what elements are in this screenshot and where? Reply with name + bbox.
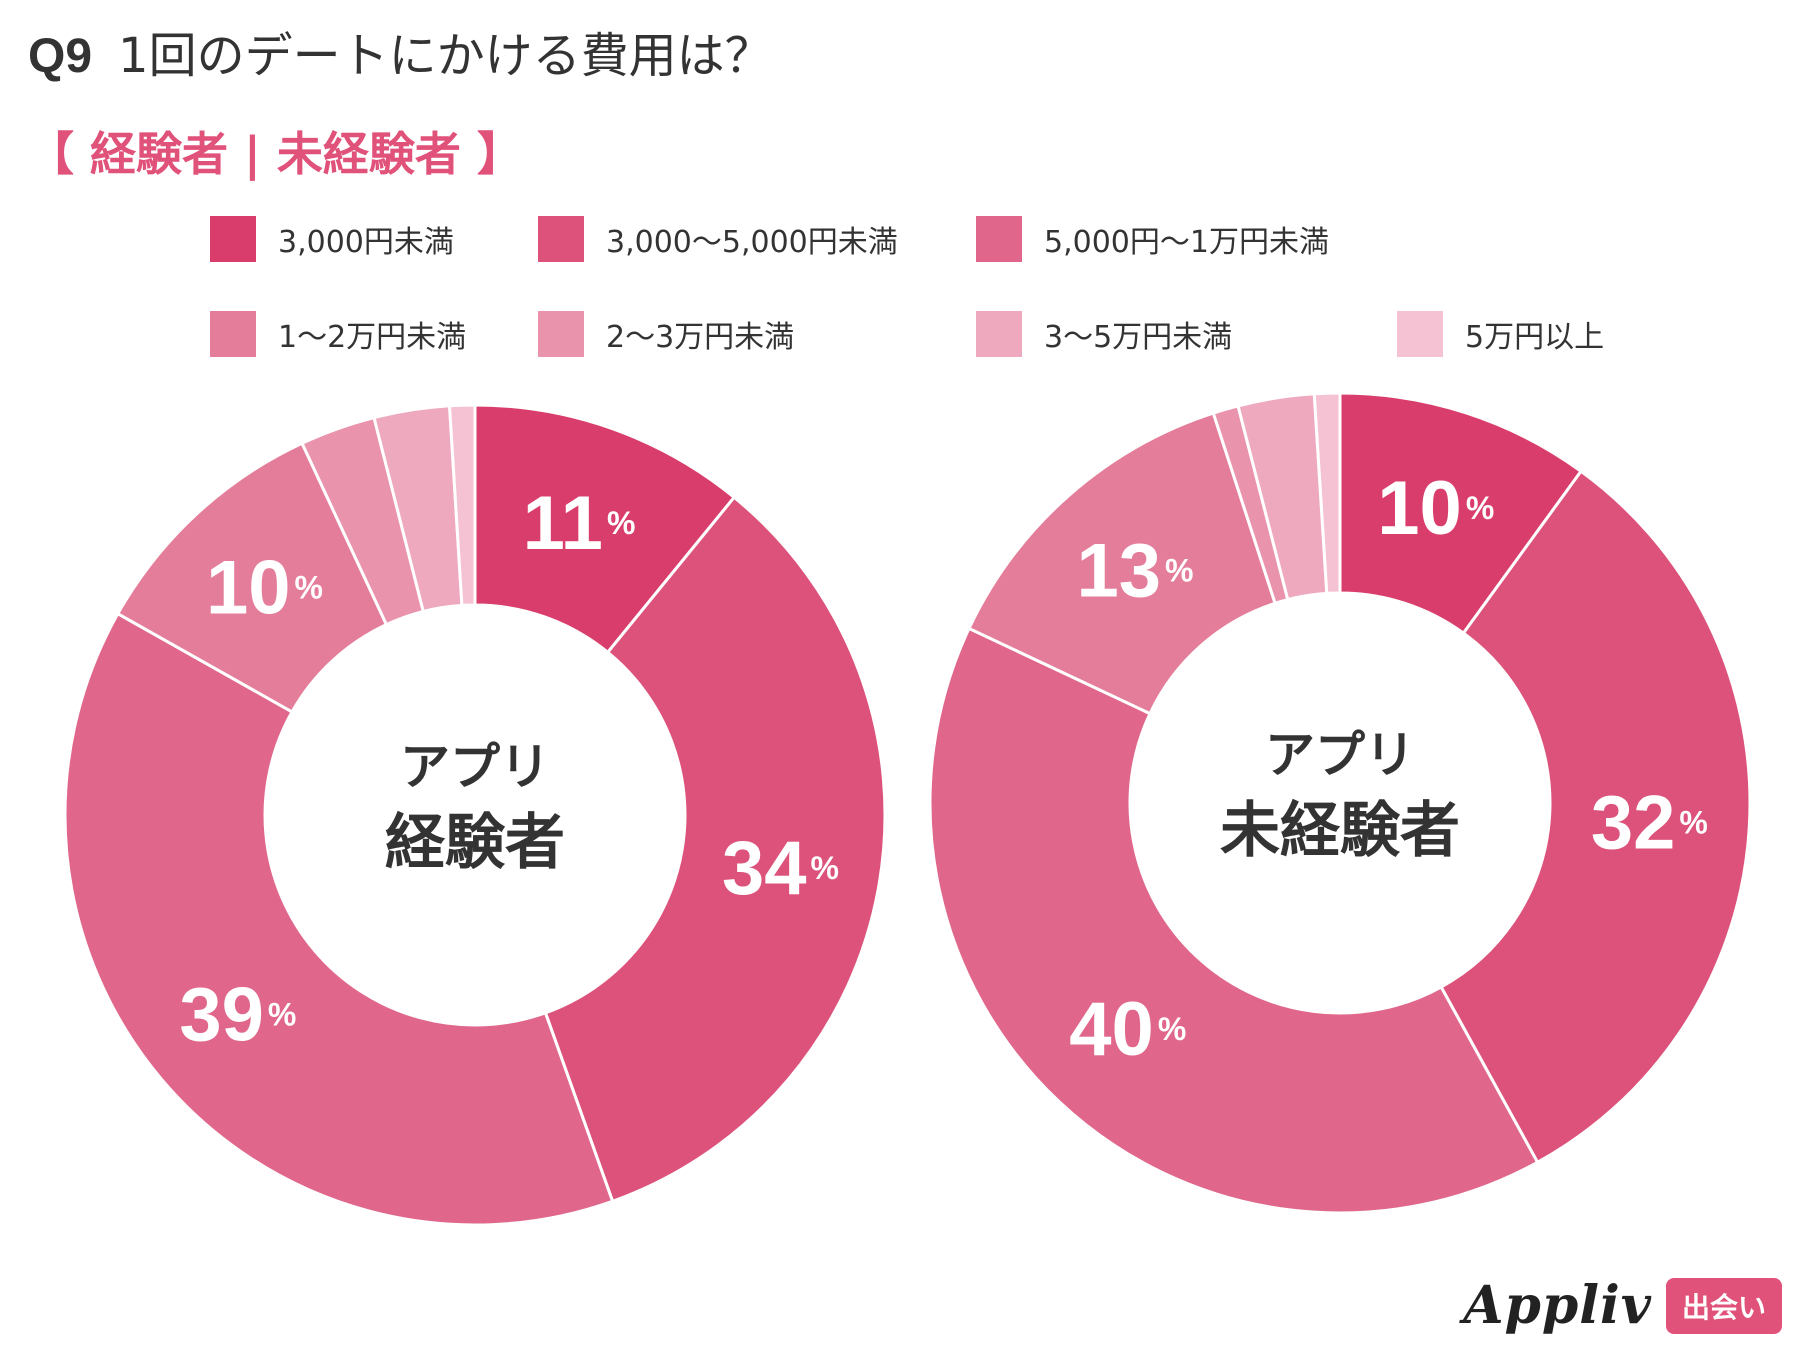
slice-unit: % (1466, 490, 1494, 526)
slice-unit: % (268, 997, 296, 1033)
legend-swatch (210, 216, 256, 262)
slice-value: 10 (1377, 466, 1462, 551)
legend-item: 3,000円未満 (210, 216, 454, 262)
donut-slice (1439, 469, 1752, 1165)
slice-value: 32 (1591, 780, 1676, 865)
donut-slice (63, 611, 615, 1227)
chart-title: Q9 1回のデートにかける費用は？ (28, 16, 773, 86)
center-label-line2: 経験者 (385, 808, 565, 878)
legend-label: 5万円以上 (1465, 320, 1605, 355)
slice-data-label: 32% (1591, 780, 1708, 865)
slice-data-label: 10% (206, 545, 323, 630)
legend-label: 3〜5万円未満 (1044, 320, 1233, 355)
legend-label: 3,000円未満 (278, 225, 454, 260)
slice-unit: % (1158, 1011, 1186, 1047)
legend-swatch (976, 311, 1022, 357)
slice-unit: % (1165, 552, 1193, 588)
legend-label: 3,000〜5,000円未満 (606, 225, 898, 260)
legend-item: 2〜3万円未満 (538, 311, 794, 357)
slice-value: 39 (179, 972, 264, 1057)
legend-swatch (1397, 311, 1443, 357)
slice-unit: % (1679, 804, 1707, 840)
donut-slice (1338, 391, 1584, 636)
slice-data-label: 13% (1076, 528, 1193, 613)
donut-slice (115, 441, 389, 714)
question-text: 1回のデートにかける費用は？ (118, 28, 773, 84)
center-label-line1: アプリ (1265, 726, 1415, 784)
legend-item: 5,000円〜1万円未満 (976, 216, 1329, 262)
slice-data-label: 39% (179, 972, 296, 1057)
donut-slice (967, 411, 1277, 716)
donut-slice (543, 495, 887, 1204)
legend-swatch (538, 311, 584, 357)
slice-data-label: 34% (722, 825, 839, 910)
legend-label: 1〜2万円未満 (278, 320, 467, 355)
legend-swatch (976, 216, 1022, 262)
slice-value: 13 (1076, 528, 1161, 613)
slice-unit: % (811, 850, 839, 886)
brand-name: Appliv (1463, 1275, 1652, 1336)
slice-value: 11 (523, 480, 603, 565)
brand-badge: 出会い (1665, 1277, 1782, 1334)
slice-data-label: 11% (523, 480, 636, 565)
slice-value: 10 (206, 545, 291, 630)
question-number: Q9 (28, 30, 93, 83)
legend-item: 3,000〜5,000円未満 (538, 216, 898, 262)
center-label-line2: 未経験者 (1220, 796, 1460, 866)
slice-unit: % (607, 505, 635, 541)
slice-value: 40 (1069, 986, 1154, 1071)
slice-value: 34 (722, 825, 807, 910)
donut-slice (928, 626, 1540, 1215)
slice-unit: % (295, 569, 323, 605)
legend-swatch (538, 216, 584, 262)
legend-item: 3〜5万円未満 (976, 311, 1232, 357)
donut-slice (447, 403, 477, 607)
donut-slice (1312, 391, 1342, 596)
center-label-line1: アプリ (400, 738, 550, 796)
legend-swatch (210, 311, 256, 357)
legend-label: 5,000円〜1万円未満 (1044, 225, 1329, 260)
legend-label: 2〜3万円未満 (606, 320, 795, 355)
legend-item: 1〜2万円未満 (210, 311, 466, 357)
slice-data-label: 10% (1377, 466, 1494, 551)
legend-item: 5万円以上 (1397, 311, 1604, 357)
slice-data-label: 40% (1069, 986, 1186, 1071)
brand-logo: Appliv 出会い (1463, 1275, 1782, 1336)
chart-subtitle: 【 経験者 | 未経験者 】 (28, 127, 523, 181)
donut-slice (473, 403, 737, 655)
